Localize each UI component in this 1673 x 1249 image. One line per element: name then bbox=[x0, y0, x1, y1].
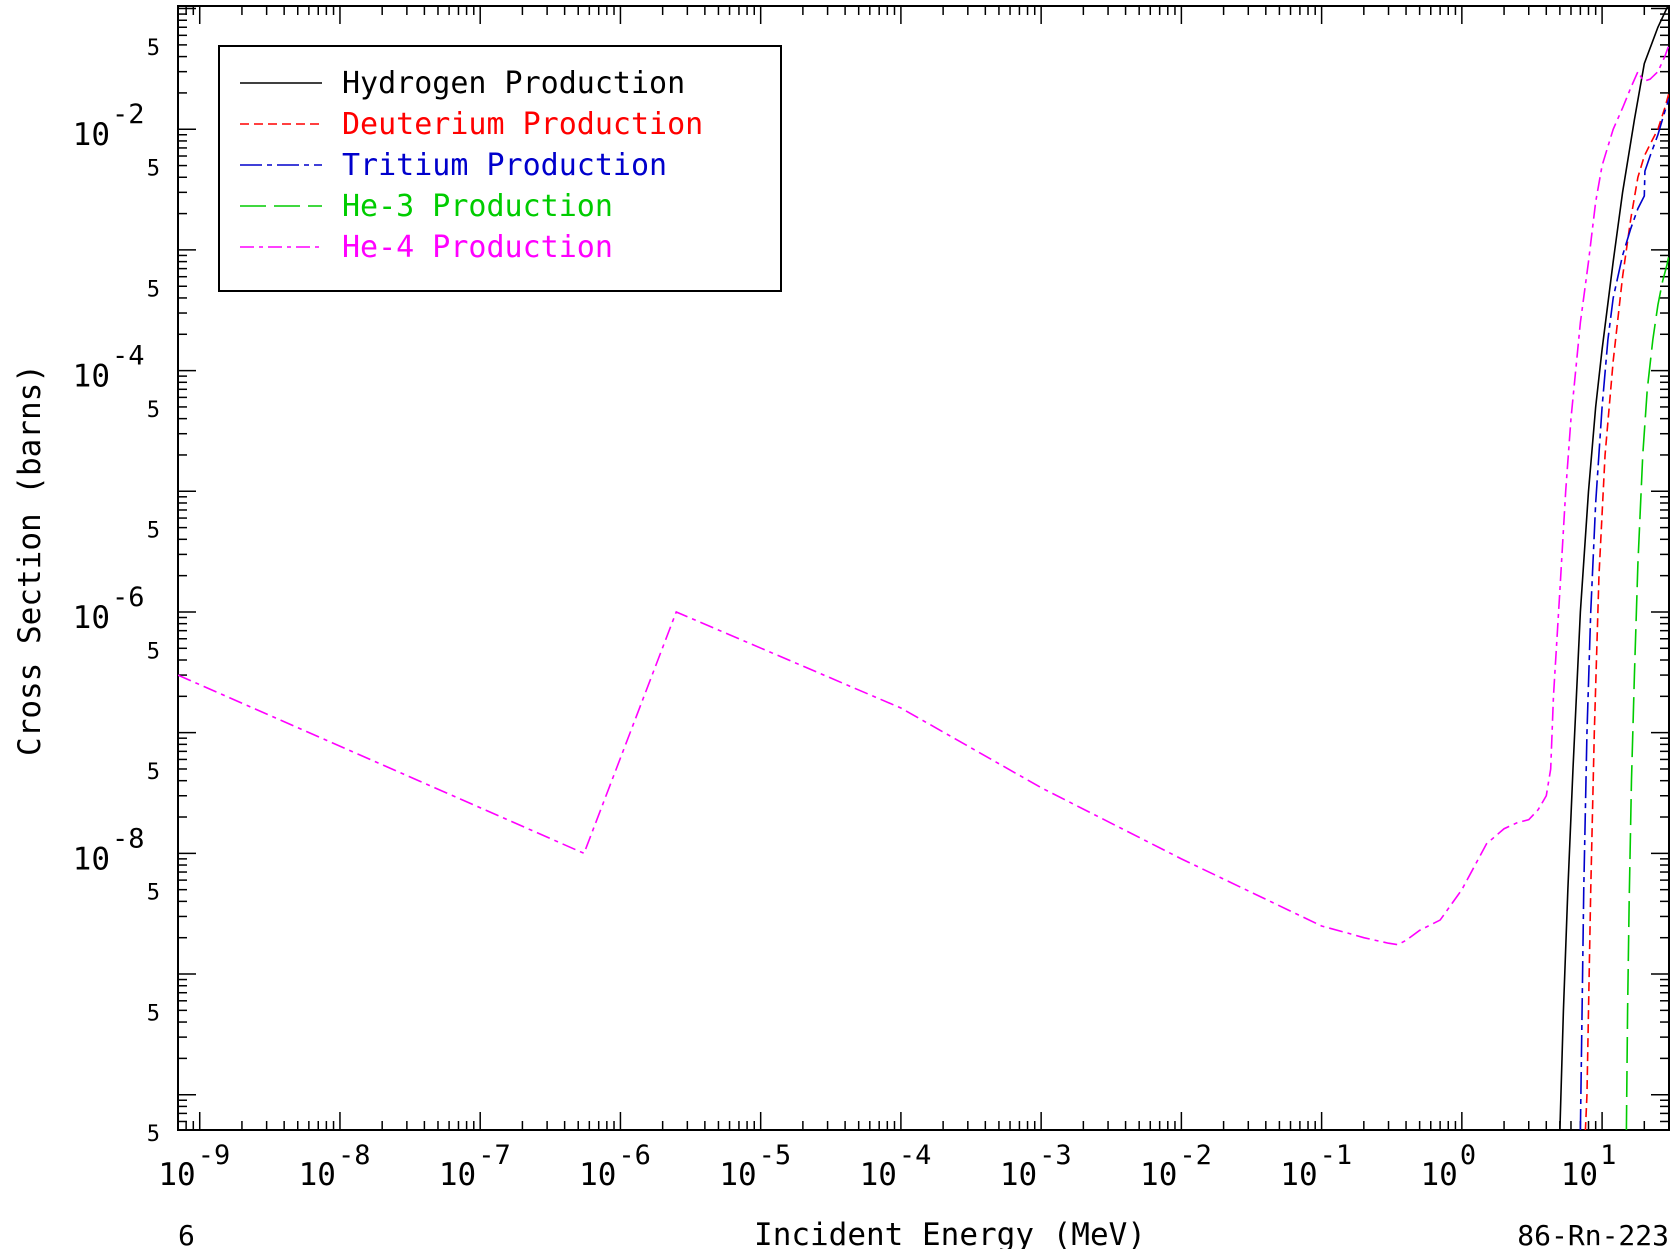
x-tick-label: 101 bbox=[1561, 1140, 1617, 1193]
corner-right-label: 86-Rn-223 bbox=[1517, 1219, 1669, 1249]
x-tick-label-exponent: -1 bbox=[1320, 1140, 1353, 1171]
x-tick-label-exponent: -4 bbox=[899, 1140, 932, 1171]
y-tick-label-exponent: -6 bbox=[112, 582, 145, 613]
y-tick-label: 10-6 bbox=[73, 582, 145, 636]
y-minor-tick-label: 5 bbox=[147, 1122, 160, 1147]
plot-frame bbox=[177, 5, 1670, 1131]
x-tick-label: 10-6 bbox=[579, 1140, 651, 1193]
y-tick-label-base: 10 bbox=[73, 117, 110, 153]
y-tick-label: 10-2 bbox=[73, 99, 145, 153]
y-tick-label: 10-8 bbox=[73, 823, 145, 877]
series-line-2 bbox=[1584, 92, 1669, 1130]
x-tick-label-base: 10 bbox=[860, 1157, 897, 1193]
y-minor-tick-label: 5 bbox=[147, 157, 160, 182]
series-line-5 bbox=[178, 44, 1669, 946]
x-tick-label-exponent: -2 bbox=[1179, 1140, 1212, 1171]
y-minor-tick-label: 5 bbox=[147, 36, 160, 61]
x-tick-label-base: 10 bbox=[158, 1157, 195, 1193]
legend-label: Hydrogen Production bbox=[342, 66, 685, 101]
y-minor-tick-label: 5 bbox=[147, 639, 160, 664]
legend-entry: Tritium Production bbox=[240, 148, 667, 183]
x-tick-label-base: 10 bbox=[299, 1157, 336, 1193]
legend: Hydrogen Production Deuterium Production T… bbox=[218, 45, 782, 292]
legend-label: He-4 Production bbox=[342, 230, 613, 265]
y-minor-tick-label: 5 bbox=[147, 881, 160, 906]
y-tick-label-exponent: -2 bbox=[112, 99, 145, 130]
x-tick-label: 10-3 bbox=[1000, 1140, 1072, 1193]
x-tick-label-exponent: -8 bbox=[338, 1140, 371, 1171]
legend-label: He-3 Production bbox=[342, 189, 613, 224]
series-lines bbox=[178, 6, 1669, 1130]
y-tick-label-exponent: -8 bbox=[112, 823, 145, 854]
legend-label: Tritium Production bbox=[342, 148, 667, 183]
legend-entry: He-4 Production bbox=[240, 230, 613, 265]
x-tick-label-base: 10 bbox=[579, 1157, 616, 1193]
x-tick-label-exponent: -6 bbox=[618, 1140, 651, 1171]
y-tick-label-base: 10 bbox=[73, 600, 110, 636]
x-tick-label-base: 10 bbox=[719, 1157, 756, 1193]
x-tick-label-exponent: -9 bbox=[198, 1140, 231, 1171]
x-axis-tick-labels: 10-910-810-710-610-510-410-310-210-11001… bbox=[158, 1140, 1616, 1193]
series-line-3 bbox=[1579, 98, 1669, 1130]
x-tick-label: 10-8 bbox=[299, 1140, 371, 1193]
y-minor-tick-label: 5 bbox=[147, 1001, 160, 1026]
y-tick-label-base: 10 bbox=[73, 359, 110, 395]
x-tick-label-base: 10 bbox=[1280, 1157, 1317, 1193]
y-tick-label-base: 10 bbox=[73, 841, 110, 877]
x-tick-label-exponent: -3 bbox=[1039, 1140, 1072, 1171]
legend-entry: He-3 Production bbox=[240, 189, 613, 224]
x-tick-label-exponent: -5 bbox=[759, 1140, 792, 1171]
legend-entry: Deuterium Production bbox=[240, 107, 703, 142]
x-tick-label-base: 10 bbox=[1421, 1157, 1458, 1193]
x-tick-label: 10-2 bbox=[1140, 1140, 1212, 1193]
legend-label: Deuterium Production bbox=[342, 107, 703, 142]
y-axis-ticks bbox=[178, 7, 1669, 1123]
x-tick-label: 10-7 bbox=[439, 1140, 511, 1193]
x-tick-label-exponent: -7 bbox=[478, 1140, 511, 1171]
x-tick-label-base: 10 bbox=[1561, 1157, 1598, 1193]
y-tick-label-exponent: -4 bbox=[112, 341, 145, 372]
y-axis-label: Cross Section (barns) bbox=[12, 364, 48, 756]
y-minor-tick-label: 5 bbox=[147, 398, 160, 423]
x-tick-label-base: 10 bbox=[439, 1157, 476, 1193]
y-minor-tick-label: 5 bbox=[147, 760, 160, 785]
x-tick-label: 100 bbox=[1421, 1140, 1477, 1193]
legend-box bbox=[218, 45, 782, 292]
x-tick-label: 10-5 bbox=[719, 1140, 791, 1193]
y-tick-label: 10-4 bbox=[73, 341, 145, 395]
x-axis-label: Incident Energy (MeV) bbox=[754, 1217, 1146, 1249]
y-minor-tick-label: 5 bbox=[147, 519, 160, 544]
series-line-1 bbox=[1559, 6, 1669, 1130]
x-tick-label-base: 10 bbox=[1000, 1157, 1037, 1193]
x-tick-label: 10-4 bbox=[860, 1140, 932, 1193]
x-tick-label-exponent: 0 bbox=[1460, 1140, 1476, 1171]
x-tick-label-exponent: 1 bbox=[1600, 1140, 1616, 1171]
x-tick-label-base: 10 bbox=[1140, 1157, 1177, 1193]
legend-entry: Hydrogen Production bbox=[240, 66, 685, 101]
series-line-4 bbox=[1625, 255, 1669, 1130]
x-tick-label: 10-1 bbox=[1280, 1140, 1352, 1193]
corner-left-label: 6 bbox=[178, 1219, 195, 1249]
x-tick-label: 10-9 bbox=[158, 1140, 230, 1193]
y-minor-tick-label: 5 bbox=[147, 277, 160, 302]
